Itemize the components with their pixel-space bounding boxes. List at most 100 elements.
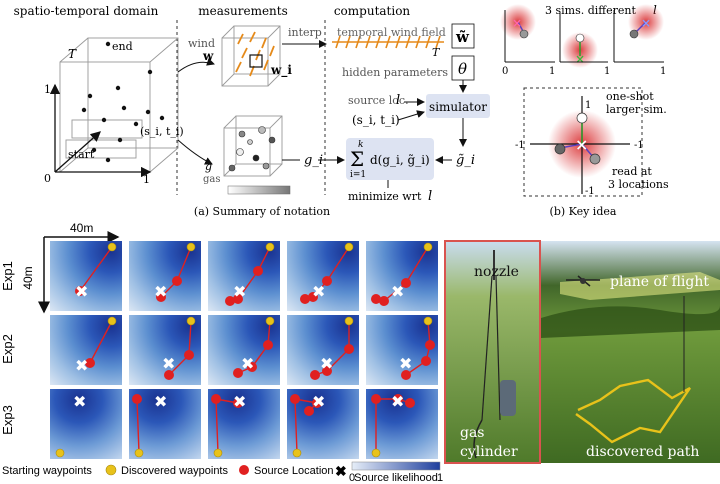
flight-path [375, 398, 411, 453]
heatmap-background [50, 315, 122, 385]
legend-discovered-marker [239, 465, 249, 475]
discovered-waypoint [290, 394, 300, 404]
flight-path [294, 398, 319, 454]
flight-path [314, 321, 350, 376]
label-l: l [396, 93, 400, 108]
legend-starting: Starting waypoints [2, 465, 92, 477]
read-location-1 [576, 112, 588, 124]
large-sim-frame [523, 87, 643, 197]
experiment-cell: ✖ [129, 315, 201, 385]
label-minimize: minimize wrt [348, 190, 422, 203]
key-three-loc: 3 locations [608, 178, 669, 191]
large-sim-source: × [575, 135, 588, 154]
legend-source-marker: ✖ [335, 463, 347, 479]
source-location-marker: ✖ [399, 354, 412, 373]
discovered-waypoint [184, 350, 194, 360]
discovered-waypoint [405, 398, 415, 408]
discovered-waypoint [393, 394, 403, 404]
label-w: w [202, 49, 214, 63]
label-temporal-wind: temporal wind field [337, 26, 446, 39]
discovered-waypoint [225, 296, 235, 306]
photo-label-gas: gas [460, 425, 485, 441]
svg-text:×: × [641, 16, 651, 30]
label-theta: θ [458, 60, 467, 78]
key-axis-neg-y: -1 [585, 186, 595, 197]
legend-source: Source Location [254, 465, 334, 477]
sum-expr: d(g_i, g̃_i) [370, 153, 430, 167]
mini-sim-2: × [559, 12, 608, 68]
discovered-waypoint [401, 370, 411, 380]
heading-measurements: measurements [198, 4, 288, 18]
flight-path [136, 398, 140, 454]
experiment-grid: ✖ ✖ ✖ ✖ ✖ ✖ ✖ ✖ ✖ ✖ ✖ ✖ ✖ ✖ ✖ [50, 241, 438, 459]
source-location-marker: ✖ [241, 354, 254, 373]
sample-points [81, 41, 165, 163]
label-gi-tilde: g̃_i [456, 153, 475, 168]
discovered-waypoint [233, 368, 243, 378]
experiment-cell: ✖ [129, 389, 201, 459]
discovered-waypoint [253, 266, 263, 276]
label-wind: wind [188, 37, 215, 50]
discovered-waypoint [421, 356, 431, 366]
discovered-waypoint [75, 286, 85, 296]
photo-label-cylinder: cylinder [460, 444, 518, 460]
photo-nozzle [444, 240, 541, 464]
key-title: 3 sims. different [545, 4, 636, 17]
discovered-waypoint [233, 294, 243, 304]
discovered-waypoint [211, 394, 221, 404]
mini-sim-3: × [613, 4, 664, 63]
experiment-cell: ✖ [287, 241, 359, 311]
source-location-marker: ✖ [154, 392, 167, 411]
sum-bottom: i=1 [350, 170, 366, 180]
label-minimize-l: l [428, 189, 432, 204]
discovered-waypoint [132, 394, 142, 404]
row-label-exp1: Exp1 [0, 261, 15, 291]
heatmap-background [50, 241, 122, 311]
t-axis [54, 131, 101, 173]
start-waypoint [292, 448, 302, 458]
experiment-cell: ✖ [208, 389, 280, 459]
source-location-marker: ✖ [320, 354, 333, 373]
flight-path [405, 320, 431, 376]
start-waypoint [134, 448, 144, 458]
key-read-at: read at [612, 165, 652, 178]
discovered-waypoint [310, 370, 320, 380]
discovered-waypoint [156, 292, 166, 302]
key-tick-1b: 1 [604, 66, 610, 77]
wind-vectors [235, 31, 275, 77]
discovered-waypoint [425, 340, 435, 350]
gas-scale [227, 185, 291, 195]
legend-starting-marker [105, 464, 117, 476]
label-interp: interp [288, 26, 322, 39]
wind-highlight [249, 54, 263, 68]
sum-top: k [358, 140, 363, 150]
source-location-marker: ✖ [73, 392, 86, 411]
experiment-cell: ✖ [50, 389, 122, 459]
svg-text:×: × [512, 16, 522, 30]
mini-sim-1: × [500, 4, 555, 63]
label-si-ti: (s_i, t_i) [140, 125, 184, 138]
start-waypoint [371, 448, 381, 458]
start-waypoint [55, 448, 65, 458]
label-end: end [112, 40, 133, 53]
discovered-waypoint [401, 278, 411, 288]
label-hidden: hidden parameters [342, 66, 448, 79]
key-one-shot: one-shot [606, 90, 654, 103]
heatmap-background [208, 241, 280, 311]
label-gas: gas [203, 174, 221, 185]
label-T: T [68, 47, 77, 61]
experiment-cell: ✖ [208, 241, 280, 311]
experiment-cell: ✖ [287, 389, 359, 459]
read-location-3 [589, 153, 601, 165]
legend-discovered: Discovered waypoints [121, 465, 228, 477]
label-wi: w_i [270, 63, 292, 78]
source-location-marker: ✖ [75, 282, 88, 301]
source-location-marker: ✖ [312, 282, 325, 301]
start-waypoint [423, 316, 433, 326]
flight-path [89, 320, 113, 364]
source-location-marker: ✖ [391, 282, 404, 301]
sum-sign: Σ [350, 147, 364, 171]
experiment-cell: ✖ [208, 315, 280, 385]
heatmap-background [287, 241, 359, 311]
